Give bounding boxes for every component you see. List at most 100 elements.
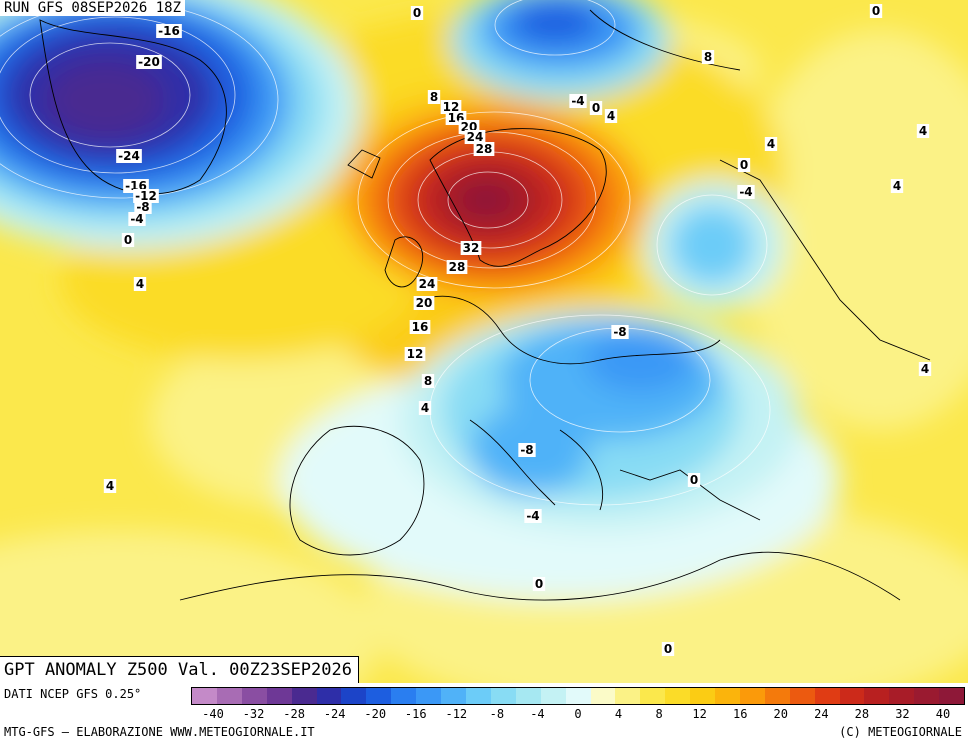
contour-label-bg [416,277,438,291]
contour-label: 4 [764,137,778,151]
contour-label-text: 0 [690,473,698,487]
credits-right: (C) METEOGIORNALE [839,725,962,739]
contour-label-bg [604,109,618,123]
legend-swatch [515,688,541,704]
contour-label: 4 [103,479,117,493]
legend-swatch [665,688,691,704]
legend-swatch [814,688,840,704]
contour-label: 24 [416,277,438,291]
contour-label-text: 4 [767,137,775,151]
legend-tick-label: 8 [655,707,663,721]
legend-tick-label: 16 [732,707,748,721]
contour-label-text: -20 [138,55,160,69]
contour-label-text: -4 [571,94,584,108]
contour-label: 0 [687,473,701,487]
contour-label-text: -8 [520,443,533,457]
contour-label-bg [464,130,486,144]
contour-label-bg [133,277,147,291]
contour-label-text: 0 [124,233,132,247]
legend-swatch [864,688,890,704]
contour-label-bg [156,24,182,38]
legend-swatch [391,688,417,704]
legend-tick-label: -40 [202,707,224,721]
contour-label-text: 4 [919,124,927,138]
contour-label: -4 [569,94,587,108]
contour-label-text: 32 [463,241,480,255]
legend-tick-label: 12 [692,707,707,721]
contour-label-text: 8 [704,50,712,64]
contour-label: -12 [133,189,159,203]
contour-label-bg [764,137,778,151]
contour-label-text: -16 [158,24,180,38]
contour-label-text: -8 [136,200,149,214]
contour-label: 24 [464,130,486,144]
contour-label-bg [421,374,435,388]
contour-label-bg [518,443,536,457]
contour-label: 4 [604,109,618,123]
contour-label: -16 [156,24,182,38]
legend-swatch [266,688,292,704]
legend-swatch [490,688,516,704]
legend-tick-label: 20 [773,707,788,721]
contour-label: 8 [421,374,435,388]
legend-swatch [764,688,790,704]
contour-label-bg [569,94,587,108]
legend-tick-label: -28 [283,707,305,721]
contour-label: 20 [413,296,435,310]
contour-label: 12 [440,100,462,114]
legend-tick-label: -4 [530,707,545,721]
legend-tick-label: -20 [364,707,387,721]
contour-label: -8 [611,325,629,339]
legend-swatch [540,688,566,704]
legend-swatch [789,688,815,704]
contour-label-bg [134,200,152,214]
contour-label-bg [410,6,424,20]
contour-label-bg [701,50,715,64]
contour-label-text: 28 [476,142,493,156]
contour-label: 8 [427,90,441,104]
legend-tick-label: 24 [814,707,829,721]
contour-label: -4 [737,185,755,199]
color-legend-bar [191,687,965,705]
contour-label: 0 [589,101,603,115]
legend-swatch [640,688,666,704]
anomaly-fill [0,0,968,683]
legend-swatch [715,688,740,704]
contour-label-bg [611,325,629,339]
contour-label-text: 0 [535,577,543,591]
contour-label: 8 [701,50,715,64]
contour-label: 4 [916,124,930,138]
legend-strip: DATI NCEP GFS 0.25° -40 -32 -28 -24 -20 -16 -1… [0,683,968,745]
contour-label-text: 4 [607,109,615,123]
contour-label-bg [473,142,495,156]
contour-label-text: -4 [130,212,143,226]
legend-swatch [341,688,367,704]
contour-label-bg [589,101,603,115]
contour-label-text: 4 [921,362,929,376]
contour-label-text: 0 [872,4,880,18]
legend-swatch [739,688,765,704]
legend-tick-label: 0 [574,707,582,721]
legend-tick-label: 28 [854,707,870,721]
contour-label: 0 [869,4,883,18]
contour-label-text: 0 [413,6,421,20]
legend-swatch [192,688,217,704]
contour-label-bg [440,100,462,114]
legend-swatch [939,688,965,704]
contour-label-bg [916,124,930,138]
contour-label-bg [128,212,146,226]
contour-label-bg [524,509,542,523]
contour-label-bg [133,189,159,203]
contour-label-bg [418,401,432,415]
contour-label-bg [413,296,435,310]
contour-label-text: 12 [443,100,460,114]
contour-label: 0 [737,158,751,172]
legend-swatch [366,688,392,704]
data-source-label: DATI NCEP GFS 0.25° [4,687,142,701]
contour-label-bg [409,320,431,334]
legend-swatch [889,688,915,704]
legend-tick-label: -8 [489,707,505,721]
contour-label-text: 0 [740,158,748,172]
contour-label-text: 4 [893,179,901,193]
